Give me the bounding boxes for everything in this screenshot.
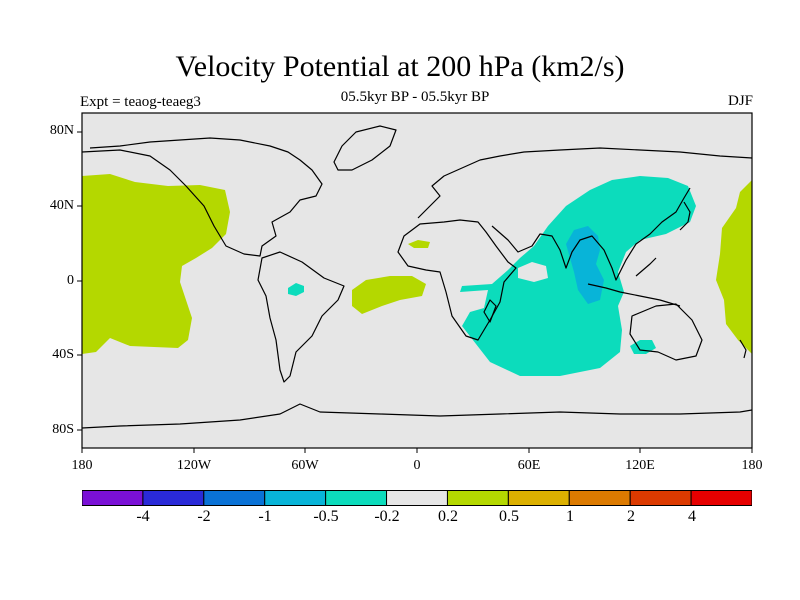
positive-anomaly-west-pacific — [716, 180, 752, 354]
coastline-japan — [679, 201, 691, 231]
negative-anomaly-south-america — [288, 283, 304, 296]
colorbar-swatch — [690, 490, 752, 506]
colorbar-swatch — [507, 490, 570, 506]
x-tick-120e: 120E — [625, 458, 655, 473]
coastline-eurasia — [417, 147, 752, 219]
coastline-maritime-continent — [587, 257, 681, 307]
chart-subtitle: 05.5kyr BP - 05.5kyr BP — [340, 89, 490, 105]
x-tick-60w: 60W — [291, 458, 319, 473]
colorbar-swatch — [386, 490, 448, 506]
x-tick-120w: 120W — [176, 458, 212, 473]
positive-anomaly-africa — [408, 240, 430, 248]
colorbar-swatch — [142, 490, 205, 506]
x-tick-180-east: 180 — [741, 458, 763, 473]
coastline-australia — [629, 303, 703, 361]
y-tick-80n: 80N — [49, 123, 74, 138]
colorbar-swatch — [568, 490, 631, 506]
strong-negative-anomaly-asia — [566, 226, 604, 304]
coastlines — [82, 125, 752, 429]
colorbar-swatch — [325, 490, 388, 506]
coastline-africa — [397, 219, 517, 341]
y-tick-40n: 40N — [49, 198, 74, 213]
colorbar-swatch — [264, 490, 327, 506]
colorbar-label: -0.2 — [374, 508, 400, 525]
experiment-label: Expt = teaog-teaeg3 — [80, 94, 201, 110]
shaded-anomaly-layer — [82, 125, 752, 429]
colorbar-label: -4 — [136, 508, 150, 525]
x-tick-180-west: 180 — [71, 458, 93, 473]
y-tick-0: 0 — [67, 273, 74, 288]
y-tick-40s: 40S — [52, 347, 74, 362]
coastline-south-america — [257, 251, 345, 383]
positive-anomaly-pacific — [82, 174, 230, 354]
colorbar — [82, 490, 752, 506]
coastline-greenland — [333, 125, 397, 171]
colorbar-label: 4 — [688, 508, 696, 525]
colorbar-swatch — [629, 490, 692, 506]
colorbar-label: 2 — [627, 508, 635, 525]
coastline-north-america — [82, 137, 323, 257]
colorbar-swatch — [82, 490, 144, 506]
axis-ticks — [77, 131, 753, 453]
velocity-potential-map — [77, 112, 753, 453]
x-tick-0: 0 — [413, 458, 421, 473]
colorbar-label: 1 — [566, 508, 574, 525]
y-tick-80s: 80S — [52, 422, 74, 437]
season-label: DJF — [727, 93, 753, 109]
coastline-madagascar — [483, 299, 497, 323]
coastline-arabia-india — [491, 187, 691, 281]
colorbar-label: 0.2 — [438, 508, 458, 525]
positive-anomaly-atlantic — [352, 276, 426, 314]
coastline-new-zealand — [739, 339, 747, 359]
colorbar-label: -2 — [197, 508, 211, 525]
colorbar-swatch — [203, 490, 266, 506]
colorbar-label: 0.5 — [499, 508, 519, 525]
chart-title: Velocity Potential at 200 hPa (km2/s) — [175, 50, 625, 83]
colorbar-label: -0.5 — [313, 508, 339, 525]
colorbar-swatch — [446, 490, 509, 506]
coastline-antarctica — [82, 403, 752, 429]
x-tick-60e: 60E — [517, 458, 541, 473]
colorbar-label: -1 — [258, 508, 272, 525]
